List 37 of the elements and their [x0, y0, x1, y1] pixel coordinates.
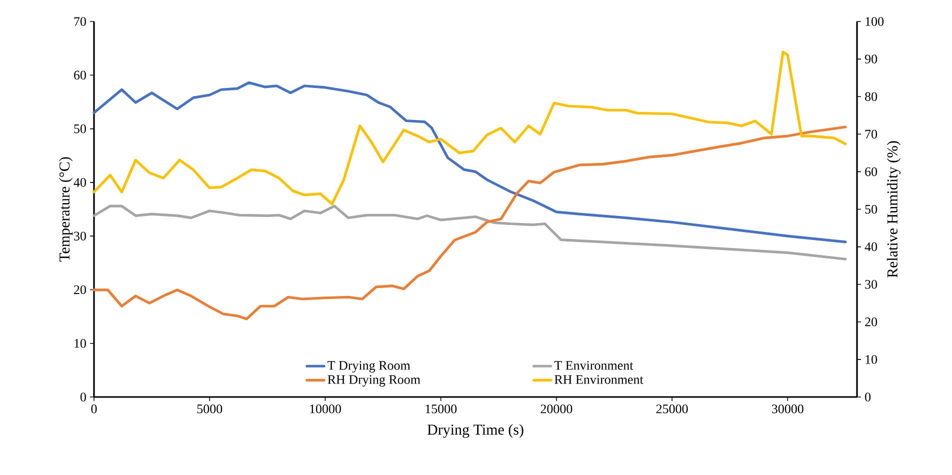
- x-axis-title: Drying Time (s): [427, 424, 524, 438]
- line-series: [92, 126, 847, 320]
- y2-tick-label: 0: [865, 392, 871, 402]
- y2-tick-label: 40: [864, 242, 878, 252]
- y2-tick-label: 100: [866, 17, 884, 26]
- y2-tick-label: 90: [864, 54, 878, 64]
- legend-label: T Drying Room: [328, 361, 410, 372]
- y2-tick-label: 30: [865, 280, 878, 289]
- y-tick-label: 10: [74, 338, 86, 348]
- y-tick-label: 30: [74, 232, 86, 240]
- legend-label: RH Environment: [554, 375, 644, 384]
- y2-tick-label: 20: [865, 318, 878, 326]
- x-tick-label: 25000: [656, 404, 688, 414]
- legend-label: RH Drying Room: [328, 375, 420, 387]
- y-tick-label: 20: [74, 285, 86, 294]
- y-tick-label: 70: [74, 17, 86, 26]
- y2-tick-label: 60: [865, 167, 878, 176]
- x-tick-label: 10000: [310, 404, 341, 414]
- y2-tick-label: 10: [866, 355, 878, 364]
- x-tick-label: 30000: [772, 404, 804, 414]
- legend-label: T Environment: [554, 361, 634, 370]
- y2-axis-title: Relative Humidity (%): [886, 141, 901, 278]
- x-tick-label: 5000: [197, 404, 222, 414]
- line-series: [92, 204, 847, 260]
- line-series: [92, 50, 847, 206]
- x-tick-label: 0: [91, 404, 97, 414]
- y-tick-label: 40: [74, 178, 86, 187]
- line-series: [92, 81, 847, 244]
- y2-tick-label: 50: [865, 204, 878, 214]
- y-tick-label: 0: [80, 392, 86, 402]
- x-tick-label: 15000: [426, 404, 457, 414]
- y-tick-label: 50: [74, 124, 86, 134]
- y-axis-title: Temperature (°C): [59, 157, 73, 262]
- y-tick-label: 60: [74, 70, 86, 80]
- x-tick-label: 20000: [540, 404, 572, 414]
- y2-tick-label: 70: [865, 130, 878, 139]
- y2-tick-label: 80: [865, 92, 878, 101]
